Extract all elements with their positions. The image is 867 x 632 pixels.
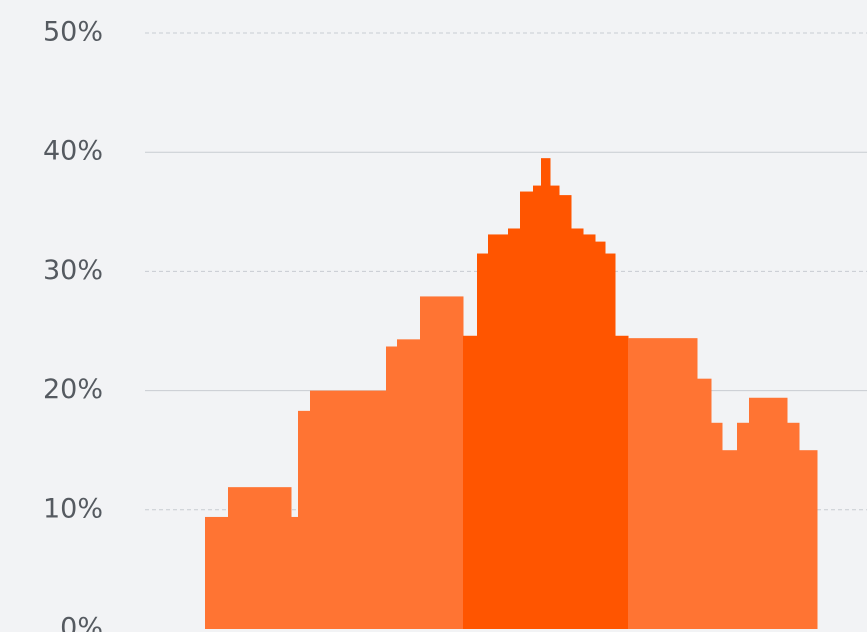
bar (533, 186, 542, 629)
bar (571, 228, 584, 629)
bar (508, 228, 521, 629)
bar (737, 423, 750, 629)
y-tick-label: 40% (43, 136, 103, 167)
bar (559, 195, 572, 629)
y-tick-label: 30% (43, 255, 103, 286)
chart: 0% 10% 20% 30% 40% 50% (0, 0, 867, 632)
bar (595, 242, 606, 629)
y-tick-label: 0% (60, 613, 103, 632)
bar (697, 379, 712, 629)
bar (541, 158, 551, 629)
bar (520, 192, 534, 629)
bar (749, 398, 788, 629)
bar (386, 346, 398, 629)
bar (463, 336, 478, 629)
bar (615, 336, 629, 629)
bar (397, 339, 421, 629)
bar (420, 296, 464, 629)
bar (605, 254, 616, 629)
bar (477, 254, 489, 629)
bar (722, 450, 738, 629)
bar (711, 423, 723, 629)
bar (298, 411, 311, 629)
bar (550, 186, 560, 629)
bar (205, 517, 229, 629)
bar (799, 450, 818, 629)
bar (787, 423, 800, 629)
bar (488, 234, 509, 629)
bar (310, 391, 387, 629)
y-tick-label: 10% (43, 493, 103, 524)
bar (228, 487, 292, 629)
y-tick-label: 20% (43, 374, 103, 405)
bar (291, 517, 299, 629)
bar (583, 234, 596, 629)
bar (628, 338, 698, 629)
y-tick-label: 50% (43, 17, 103, 48)
